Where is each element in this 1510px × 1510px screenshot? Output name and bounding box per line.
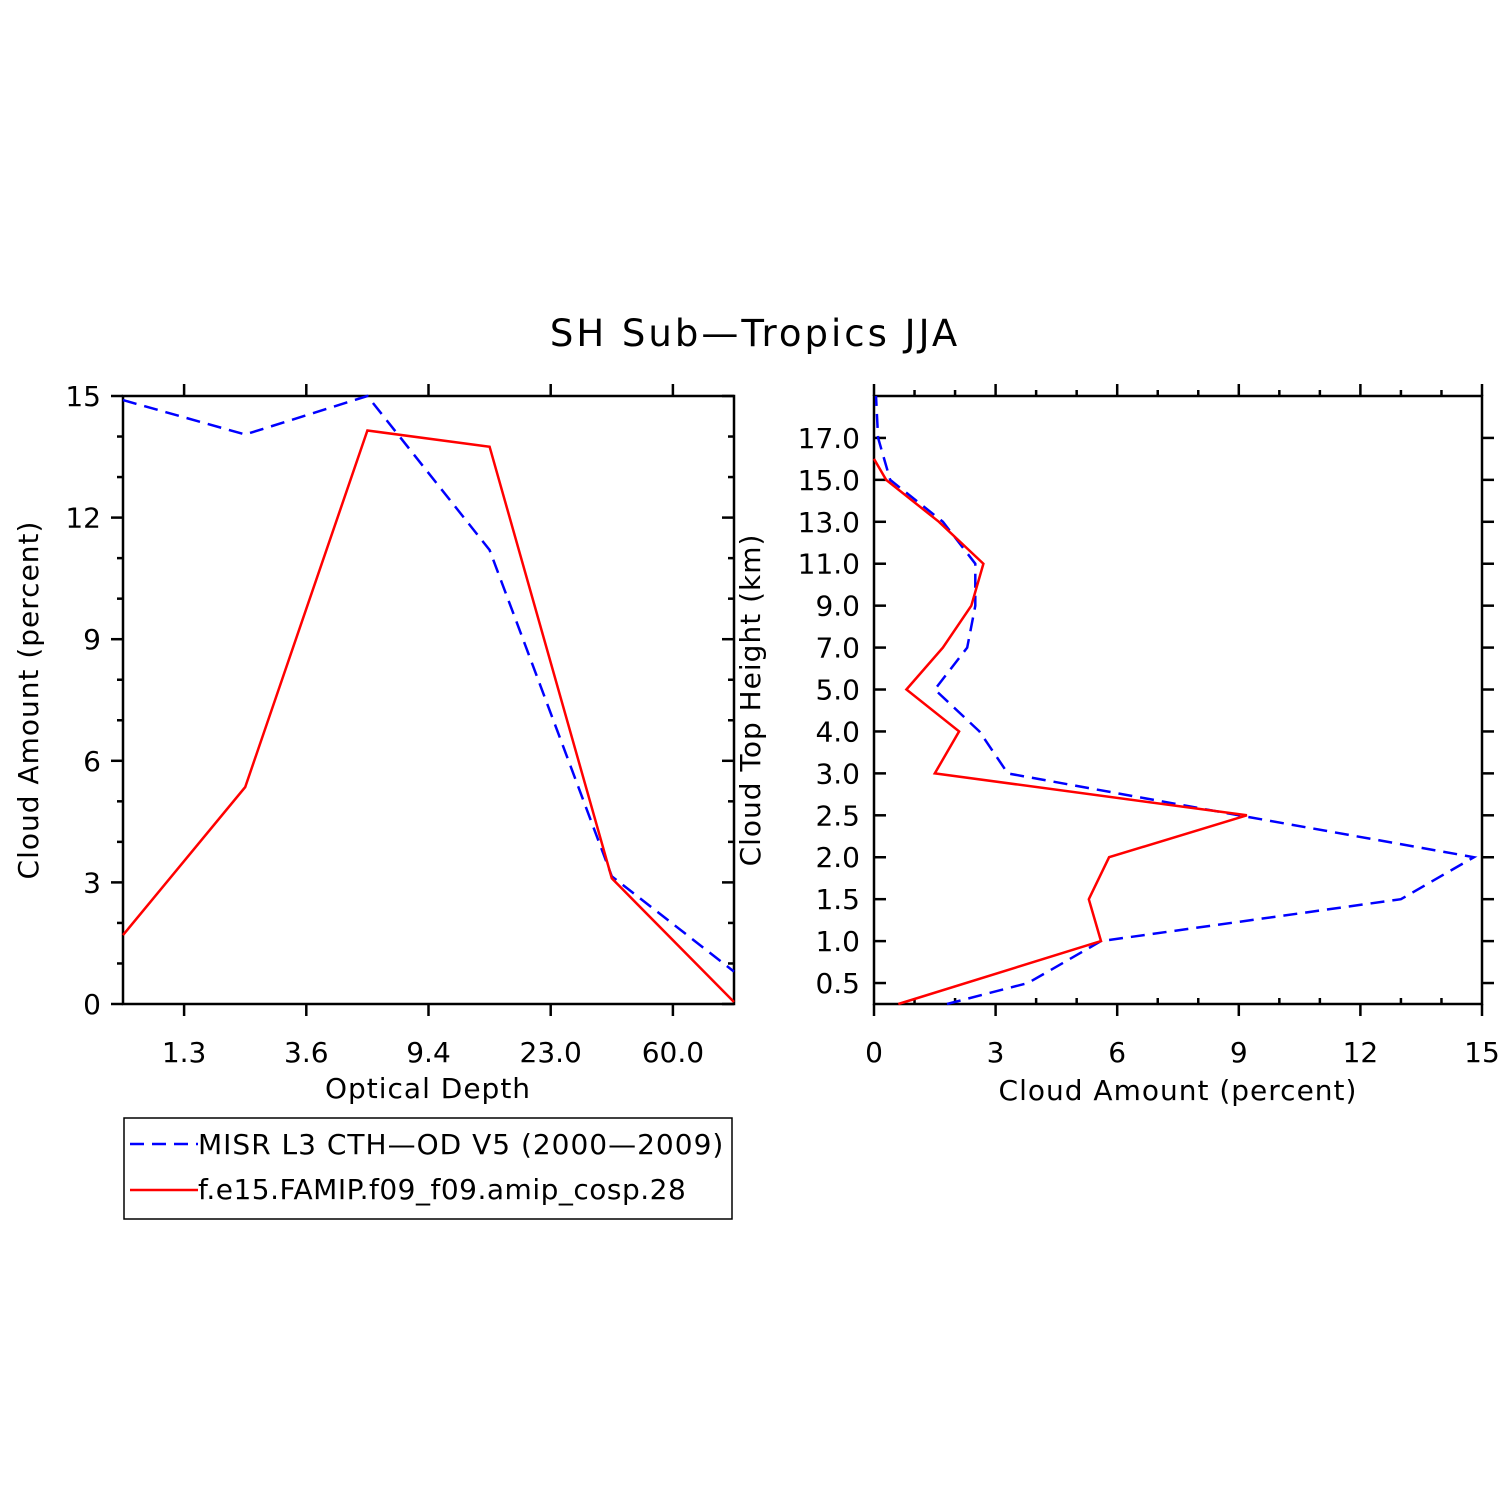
right-y-tick-label: 15.0 bbox=[798, 464, 860, 497]
right-y-axis-label: Cloud Top Height (km) bbox=[734, 534, 767, 867]
right-y-tick-label: 2.0 bbox=[815, 841, 860, 874]
right-chart-panel: 0 3 6 9 12 15 0.5 1.0 1.5 2.0 2.5 3.0 4.0 5.0 7.0 9.0 11… bbox=[734, 384, 1500, 1107]
left-x-tick-label: 3.6 bbox=[284, 1036, 329, 1069]
right-x-tick-label: 9 bbox=[1230, 1036, 1248, 1069]
right-y-tick-label: 1.5 bbox=[815, 883, 860, 916]
left-y-tick-label: 0 bbox=[83, 988, 101, 1021]
legend: MISR L3 CTH—OD V5 (2000—2009) f.e15.FAMI… bbox=[123, 1117, 733, 1220]
right-series-model-line bbox=[872, 458, 1248, 1006]
right-y-tick-label: 3.0 bbox=[815, 757, 860, 790]
right-y-tick-label: 17.0 bbox=[798, 422, 860, 455]
right-series-group bbox=[872, 395, 1478, 1006]
left-ticks: 0 3 6 9 12 15 1.3 3.6 9.4 23.0 60.0 bbox=[65, 380, 734, 1069]
right-y-tick-label: 11.0 bbox=[798, 548, 860, 581]
left-x-axis-label: Optical Depth bbox=[325, 1072, 531, 1105]
right-plot-frame bbox=[872, 394, 1484, 1006]
right-x-tick-label: 15 bbox=[1464, 1036, 1500, 1069]
left-x-tick-label: 60.0 bbox=[642, 1036, 704, 1069]
figure-title: SH Sub—Tropics JJA bbox=[550, 312, 960, 355]
right-y-tick-label: 1.0 bbox=[815, 925, 860, 958]
right-y-tick-label: 9.0 bbox=[815, 590, 860, 623]
right-x-tick-label: 0 bbox=[865, 1036, 883, 1069]
left-x-tick-label: 23.0 bbox=[520, 1036, 582, 1069]
left-series-model-line bbox=[122, 429, 735, 1003]
left-y-tick-label: 6 bbox=[83, 745, 101, 778]
right-y-tick-label: 7.0 bbox=[815, 632, 860, 665]
right-ticks: 0 3 6 9 12 15 0.5 1.0 1.5 2.0 2.5 3.0 4.0 5.0 7.0 9.0 11… bbox=[798, 384, 1500, 1069]
right-y-tick-label: 2.5 bbox=[815, 799, 860, 832]
left-y-tick-label: 12 bbox=[65, 502, 101, 535]
right-x-tick-label: 6 bbox=[1108, 1036, 1126, 1069]
left-x-tick-label: 1.3 bbox=[162, 1036, 207, 1069]
right-x-axis-label: Cloud Amount (percent) bbox=[999, 1074, 1358, 1107]
left-y-axis-label: Cloud Amount (percent) bbox=[12, 521, 45, 880]
right-series-misr-line bbox=[874, 395, 1478, 1006]
left-series-misr-line bbox=[122, 394, 735, 973]
left-y-tick-label: 3 bbox=[83, 866, 101, 899]
left-y-tick-label: 9 bbox=[83, 623, 101, 656]
right-y-tick-label: 0.5 bbox=[815, 967, 860, 1000]
legend-label-misr: MISR L3 CTH—OD V5 (2000—2009) bbox=[198, 1128, 724, 1161]
right-y-tick-label: 13.0 bbox=[798, 506, 860, 539]
right-x-tick-label: 3 bbox=[987, 1036, 1005, 1069]
left-x-tick-label: 9.4 bbox=[406, 1036, 451, 1069]
right-x-tick-label: 12 bbox=[1343, 1036, 1379, 1069]
left-y-tick-label: 15 bbox=[65, 380, 101, 413]
left-series-group bbox=[122, 394, 735, 1003]
right-y-tick-label: 5.0 bbox=[815, 674, 860, 707]
legend-box bbox=[123, 1117, 733, 1220]
legend-label-model: f.e15.FAMIP.f09_f09.amip_cosp.28 bbox=[198, 1173, 686, 1206]
right-y-tick-label: 4.0 bbox=[815, 715, 860, 748]
